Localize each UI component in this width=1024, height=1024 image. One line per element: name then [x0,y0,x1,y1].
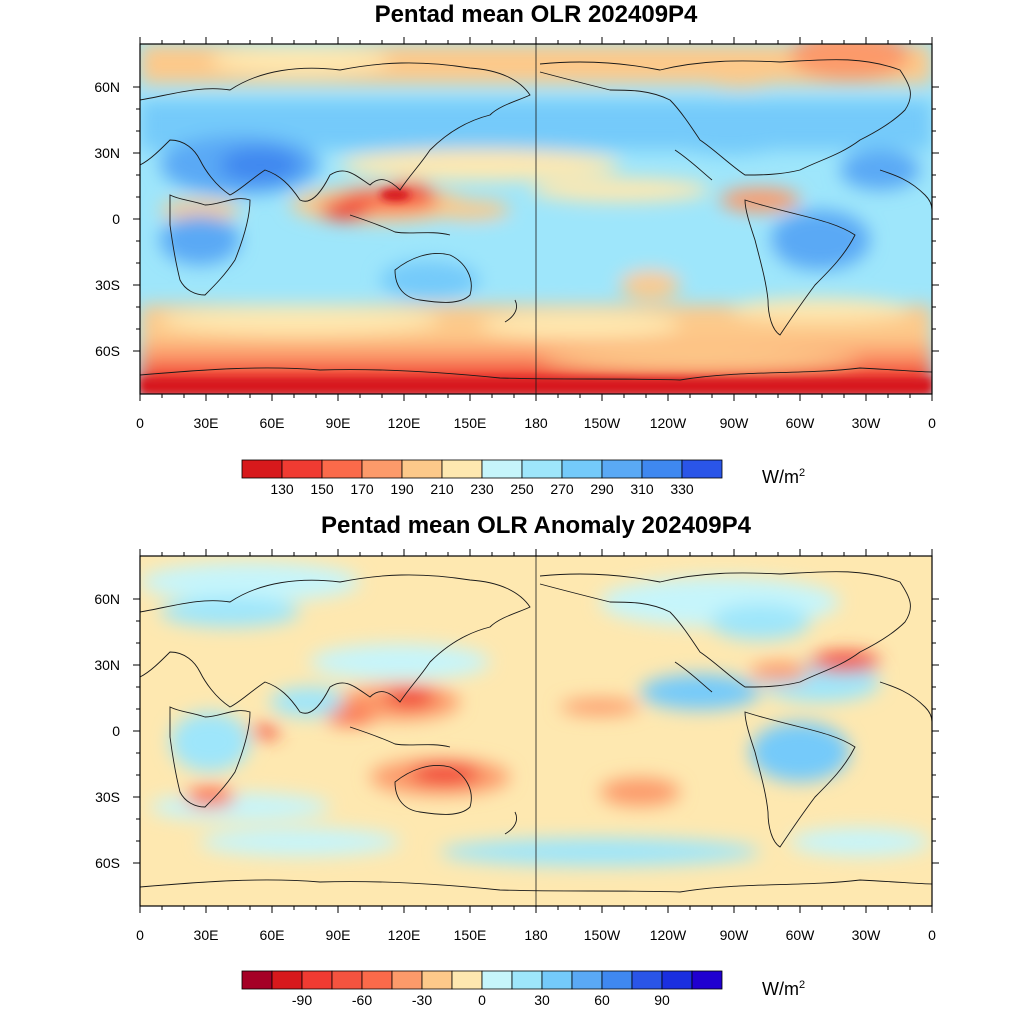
lon-label: 90W [720,927,750,943]
colorbar-label: 270 [550,481,574,497]
colorbar-box [571,970,603,990]
colorbar-label: 190 [390,481,414,497]
lat-label: 60S [95,855,120,871]
lat-label: 30S [95,789,120,805]
colorbar-box [561,459,603,479]
panel-title-olr: Pentad mean OLR 202409P4 [374,1,698,28]
colorbar-label: 210 [430,481,454,497]
colorbar-label: 0 [478,992,486,1008]
colorbar-box [391,970,423,990]
colorbar-label: 60 [594,992,610,1008]
colorbar-box [241,970,273,990]
colorbar-box [661,970,693,990]
units-label: W/m2 [762,467,806,487]
olr-colorbar: 130 150 170 190 210 230 250 270 290 310 330 [241,459,723,497]
colorbar-box [361,459,403,479]
colorbar-box [631,970,663,990]
colorbar-label: -60 [352,992,372,1008]
lon-label: 120W [650,927,687,943]
lon-label: 120E [388,927,421,943]
latitude-labels: 60N 30N 0 30S 60S [94,591,120,871]
lon-label: 180 [524,927,548,943]
lon-label: 90E [326,415,351,431]
colorbar-box [421,970,453,990]
colorbar-box [481,970,513,990]
colorbar-box [401,459,443,479]
olr-field [140,44,932,394]
lon-label: 150W [584,415,621,431]
olr-anomaly-map: 0 30E 60E 90E 120E 150E 180 150W 120W 90… [94,549,939,943]
colorbar-label: 250 [510,481,534,497]
colorbar-box [361,970,393,990]
colorbar-label: 170 [350,481,374,497]
longitude-labels: 0 30E 60E 90E 120E 150E 180 150W 120W 90… [136,927,936,943]
lon-label: 150W [584,927,621,943]
colorbar-box [331,970,363,990]
lon-label: 0 [928,927,936,943]
lat-label: 60S [95,343,120,359]
lon-label: 30W [852,415,882,431]
lat-label: 60N [94,591,120,607]
lon-label: 90W [720,415,750,431]
coastlines [140,556,932,906]
olr-anomaly-colorbar: -90 -60 -30 0 30 60 90 [241,970,723,1008]
colorbar-label: 30 [534,992,550,1008]
lat-label: 0 [112,211,120,227]
colorbar-label: 90 [654,992,670,1008]
units-label: W/m2 [762,979,806,999]
lat-label: 30N [94,145,120,161]
lon-label: 60W [786,927,816,943]
axis-ticks [133,549,939,913]
colorbar-box [521,459,563,479]
olr-map: 0 30E 60E 90E 120E 150E 180 150W 120W 90… [94,37,939,431]
colorbar-label: 330 [670,481,694,497]
lat-label: 60N [94,79,120,95]
lat-label: 30S [95,277,120,293]
colorbar-box [441,459,483,479]
colorbar-box [511,970,543,990]
lon-label: 90E [326,927,351,943]
lon-label: 150E [454,415,487,431]
lon-label: 30E [194,927,219,943]
lon-label: 120W [650,415,687,431]
colorbar-box [321,459,363,479]
lon-label: 0 [136,927,144,943]
lon-label: 30W [852,927,882,943]
colorbar-box [601,459,643,479]
colorbar-box [641,459,683,479]
colorbar-label: 230 [470,481,494,497]
latitude-labels: 60N 30N 0 30S 60S [94,79,120,359]
colorbar-box [451,970,483,990]
colorbar-box [541,970,573,990]
lon-label: 60W [786,415,816,431]
lon-label: 0 [928,415,936,431]
lon-label: 0 [136,415,144,431]
colorbar-box [281,459,323,479]
axis-ticks [133,37,939,401]
colorbar-box [241,459,283,479]
colorbar-box [681,459,723,479]
lon-label: 60E [260,415,285,431]
lat-label: 30N [94,657,120,673]
colorbar-box [271,970,303,990]
lon-label: 150E [454,927,487,943]
colorbar-label: 310 [630,481,654,497]
lon-label: 60E [260,927,285,943]
colorbar-box [691,970,723,990]
colorbar-box [601,970,633,990]
lat-label: 0 [112,723,120,739]
panel-title-olr-anomaly: Pentad mean OLR Anomaly 202409P4 [321,512,751,539]
colorbar-box [481,459,523,479]
colorbar-label: -30 [412,992,432,1008]
longitude-labels: 0 30E 60E 90E 120E 150E 180 150W 120W 90… [136,415,936,431]
colorbar-box [301,970,333,990]
colorbar-label: -90 [292,992,312,1008]
colorbar-label: 150 [310,481,334,497]
colorbar-label: 130 [270,481,294,497]
lon-label: 30E [194,415,219,431]
lon-label: 180 [524,415,548,431]
colorbar-label: 290 [590,481,614,497]
lon-label: 120E [388,415,421,431]
